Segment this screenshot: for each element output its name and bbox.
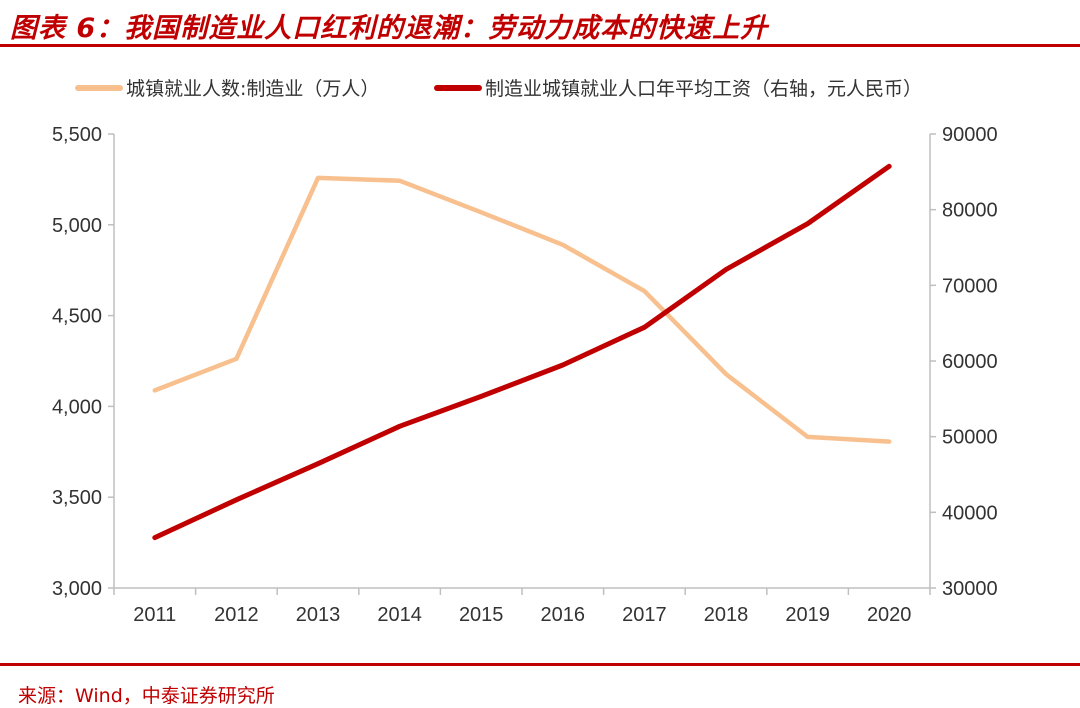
- right-tick-label: 40000: [942, 502, 998, 524]
- x-tick-label: 2020: [867, 604, 912, 626]
- left-tick-label: 4,500: [52, 306, 102, 328]
- source-note: 来源：Wind，中泰证券研究所: [18, 685, 275, 707]
- left-tick-label: 3,500: [52, 487, 102, 509]
- series-lines: [152, 163, 892, 541]
- x-tick-label: 2014: [377, 604, 422, 626]
- right-tick-label: 60000: [942, 351, 998, 373]
- right-tick-label: 80000: [942, 200, 998, 222]
- legend-label-wage: 制造业城镇就业人口年平均工资（右轴，元人民币）: [485, 78, 922, 100]
- left-tick-label: 4,000: [52, 396, 102, 418]
- right-tick-label: 50000: [942, 427, 998, 449]
- x-tick-label: 2016: [541, 604, 586, 626]
- x-tick-label: 2019: [785, 604, 830, 626]
- series-line-employment: [152, 175, 892, 444]
- footer-divider: [0, 663, 1080, 666]
- left-tick-label: 5,000: [52, 215, 102, 237]
- right-tick-label: 30000: [942, 578, 998, 600]
- chart-title: 图表 6：我国制造业人口红利的退潮：劳动力成本的快速上升: [10, 13, 769, 44]
- left-tick-label: 3,000: [52, 578, 102, 600]
- x-tick-label: 2017: [622, 604, 667, 626]
- right-tick-label: 90000: [942, 124, 998, 146]
- legend-label-employment: 城镇就业人数:制造业（万人）: [126, 78, 379, 100]
- chart-legend: 城镇就业人数:制造业（万人） 制造业城镇就业人口年平均工资（右轴，元人民币）: [75, 78, 922, 100]
- x-tick-label: 2012: [214, 604, 259, 626]
- x-tick-label: 2011: [133, 604, 176, 626]
- x-tick-label: 2018: [704, 604, 749, 626]
- axes: 3,000 3,500 4,000 4,500 5,000 5,500 30000 40000…: [52, 124, 998, 626]
- title-divider: [0, 44, 1080, 47]
- x-tick-label: 2013: [296, 604, 341, 626]
- x-tick-label: 2015: [459, 604, 504, 626]
- left-tick-label: 5,500: [52, 124, 102, 146]
- right-tick-label: 70000: [942, 275, 998, 297]
- series-line-wage: [152, 163, 892, 541]
